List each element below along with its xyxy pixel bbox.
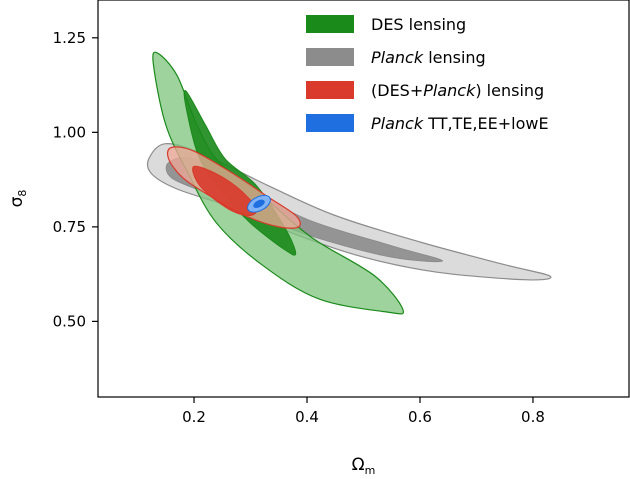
legend: DES lensing Planck lensing (DES+Planck) le… — [306, 15, 549, 133]
x-tick-label: 0.8 — [521, 408, 545, 426]
x-axis: 0.2 0.4 0.6 0.8 — [182, 397, 545, 426]
contour-68-des-planck-lensing — [192, 165, 258, 217]
legend-swatch-planck-lensing — [306, 48, 354, 66]
y-axis-label-subscript: 8 — [16, 190, 29, 197]
x-tick-label: 0.4 — [295, 408, 319, 426]
plot-frame — [97, 0, 630, 398]
y-tick-label: 1.00 — [53, 123, 86, 141]
x-axis-label: Ωm — [352, 455, 376, 477]
x-axis-label-subscript: m — [365, 464, 376, 477]
y-tick-label: 0.75 — [53, 218, 86, 236]
y-axis-label: σ8 — [7, 190, 29, 208]
contour-layer — [146, 51, 552, 315]
x-axis-label-symbol: Ω — [352, 455, 365, 475]
contour-68-planck-tt-te-ee-lowe — [253, 199, 265, 208]
legend-swatch-des-planck-lensing — [306, 81, 354, 99]
legend-label-des-planck-lensing: (DES+Planck) lensing — [371, 81, 544, 100]
y-tick-label: 1.25 — [53, 29, 86, 47]
y-axis-label-symbol: σ — [7, 196, 27, 207]
x-tick-label: 0.6 — [408, 408, 432, 426]
legend-swatch-des-lensing — [306, 15, 354, 33]
legend-label-planck-lensing: Planck lensing — [371, 48, 486, 67]
y-tick-label: 0.50 — [53, 312, 86, 330]
x-tick-label: 0.2 — [182, 408, 206, 426]
legend-swatch-planck-tt-te-ee-lowe — [306, 114, 354, 132]
series-des-planck-lensing — [166, 146, 301, 229]
y-axis: 0.50 0.75 1.00 1.25 — [53, 29, 98, 330]
legend-label-planck-tt-te-ee-lowe: Planck TT,TE,EE+lowE — [371, 114, 549, 133]
series-planck-tt-te-ee-lowe — [247, 194, 271, 213]
legend-label-des-lensing: DES lensing — [371, 15, 466, 34]
